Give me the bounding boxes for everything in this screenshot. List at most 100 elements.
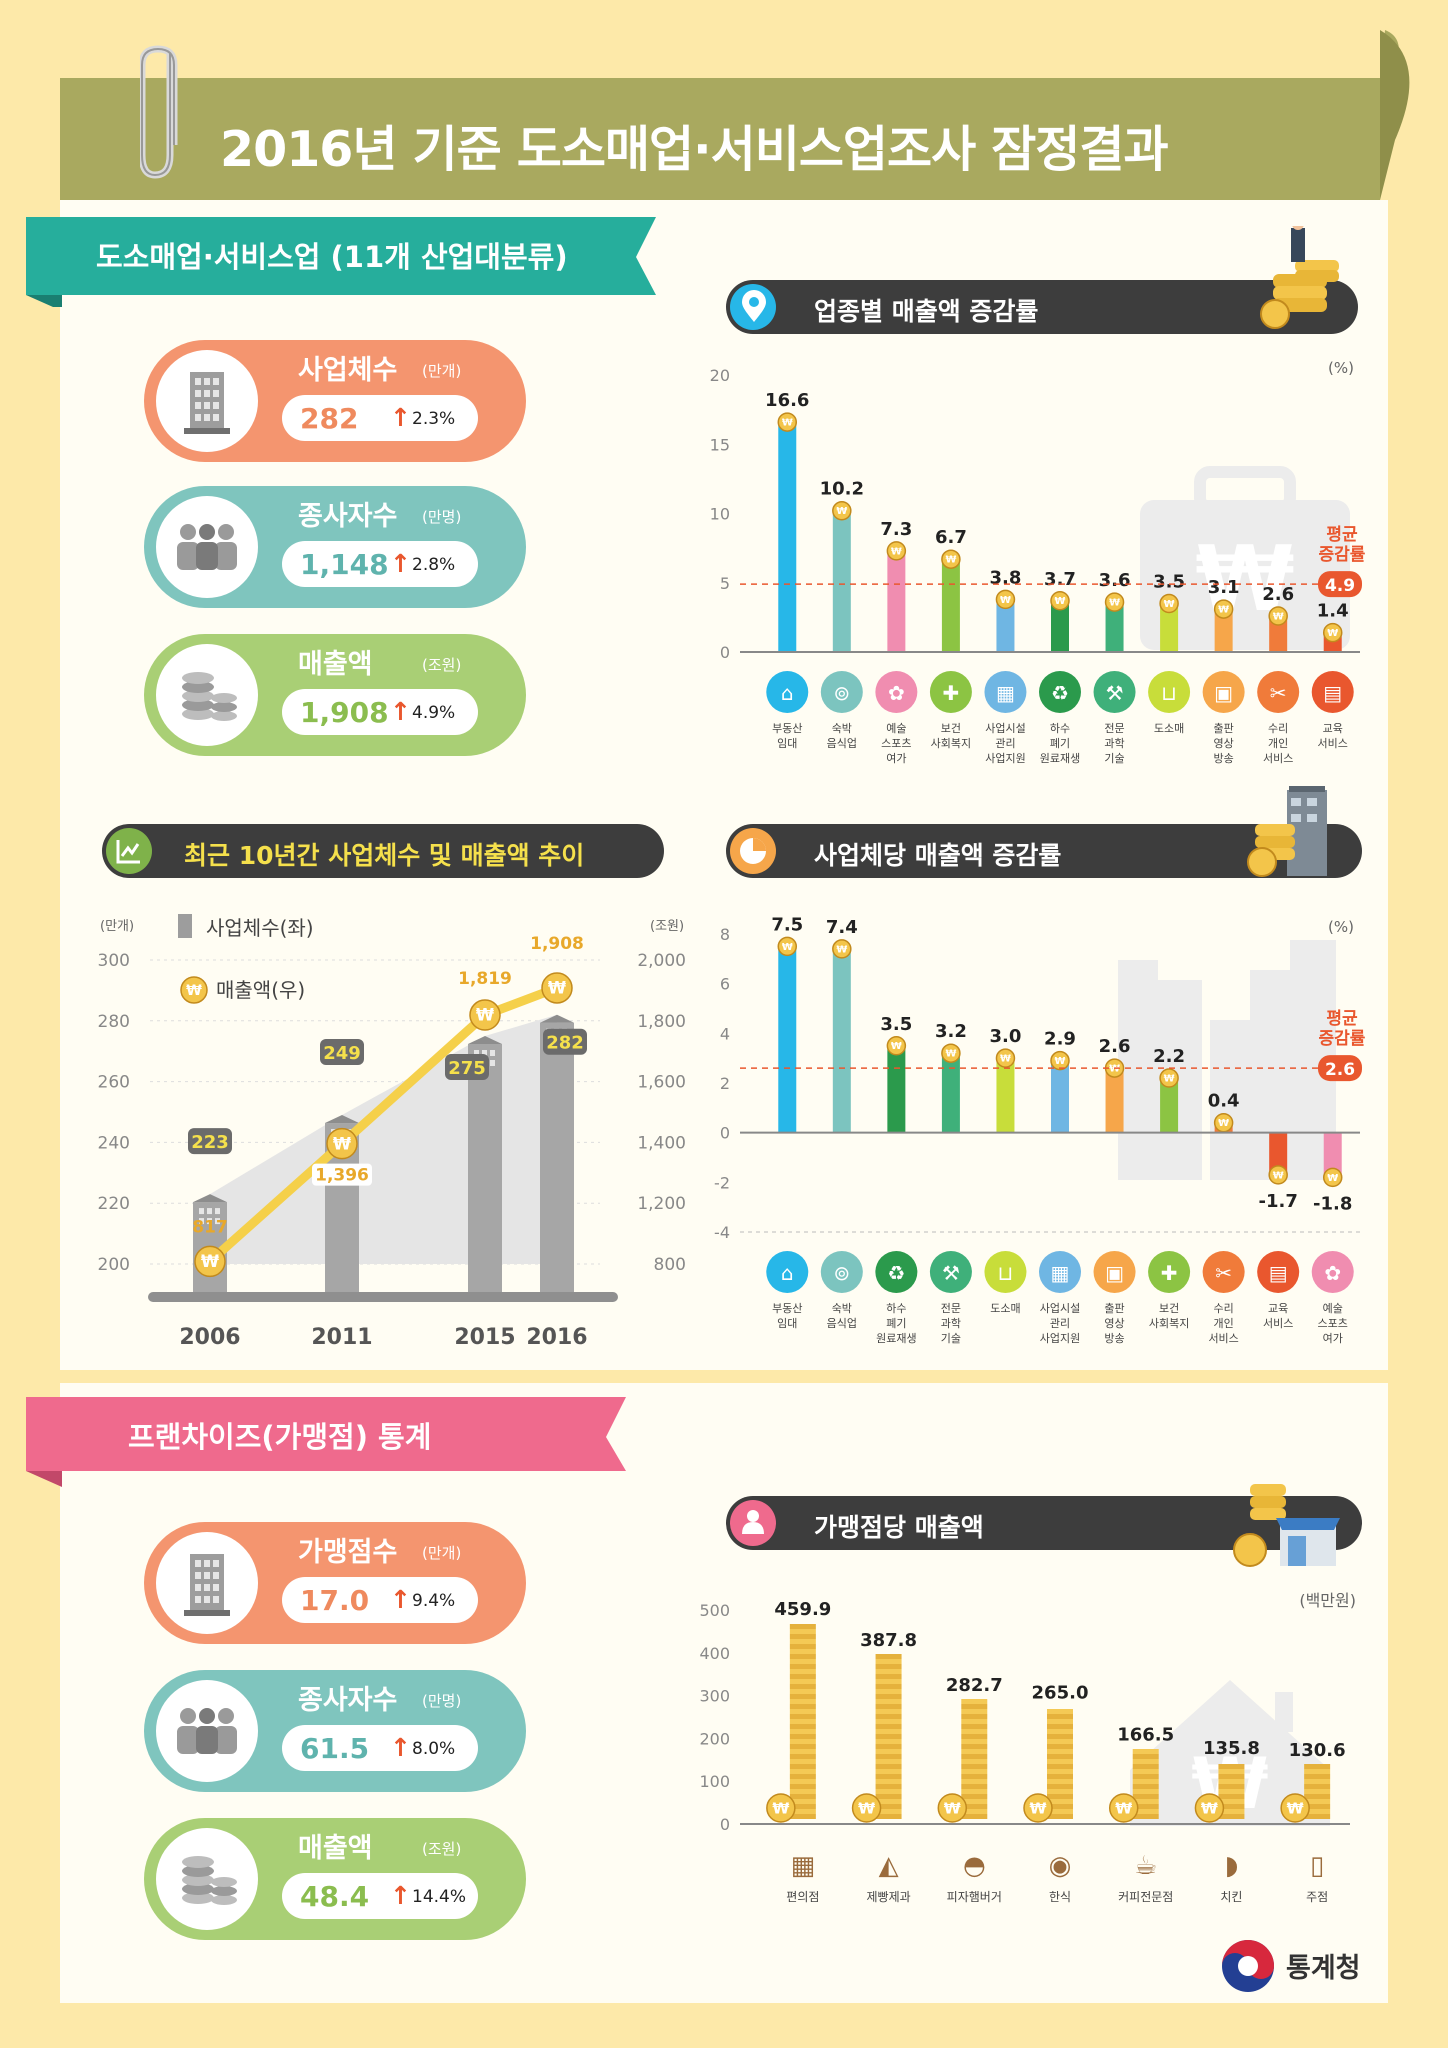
data-label: 282.7 [946, 1675, 1003, 1696]
category-icon [1257, 1251, 1300, 1293]
count-callout [543, 1028, 587, 1055]
data-label: 387.8 [860, 1630, 917, 1651]
data-label: 3.2 [935, 1021, 967, 1042]
kpi-change: 2.3% [412, 409, 456, 429]
bar [778, 946, 797, 1133]
x-tick-label: 교육 [1323, 722, 1343, 735]
y-left-tick-label: 240 [98, 1133, 130, 1153]
svg-text:₩: ₩ [945, 555, 956, 566]
kpi-label: 가맹점수 [298, 1537, 398, 1568]
unit-label: (%) [1328, 360, 1354, 377]
y-tick-label: -2 [714, 1173, 730, 1192]
building-window [474, 1050, 479, 1056]
data-label: 0.4 [1208, 1091, 1240, 1112]
average-label: 증감률 [1319, 1029, 1366, 1049]
paperclip-icon [140, 45, 178, 179]
building-roof [193, 1194, 227, 1203]
x-tick-label: 스포츠 [881, 737, 911, 750]
x-tick-label: 2015 [454, 1325, 515, 1350]
x-tick-label: 2016 [526, 1325, 587, 1350]
beer-icon: ▯ [1310, 1851, 1324, 1881]
data-label: 3.0 [990, 1026, 1022, 1047]
coin-stack-bar [1218, 1764, 1245, 1819]
x-tick-label: 과학 [1104, 737, 1124, 750]
coins-store-icon [1233, 1484, 1340, 1567]
category-icon-glyph: ⊚ [833, 1261, 850, 1285]
x-tick-label: 임대 [777, 1317, 797, 1330]
average-label: 평균 [1326, 525, 1358, 545]
x-tick-label: 사업지원 [985, 752, 1025, 765]
won-coin-icon: ₩ [1268, 606, 1288, 626]
won-coin-icon: ₩ [851, 1793, 882, 1823]
building-window [207, 1218, 212, 1225]
svg-text:₩: ₩ [1055, 596, 1066, 607]
legend-building-icon [178, 914, 192, 938]
category-icon [1148, 671, 1191, 713]
x-tick-label: 하수 [886, 1301, 906, 1315]
x-tick-label: 2011 [311, 1325, 372, 1350]
revenue-label: 1,908 [530, 934, 584, 954]
x-tick-label: 편의점 [786, 1890, 819, 1904]
bar [1269, 1132, 1288, 1175]
svg-text:₩: ₩ [1273, 1170, 1284, 1181]
svg-text:₩: ₩ [945, 1049, 956, 1060]
x-tick-label: 폐기 [886, 1317, 906, 1330]
y-tick-label: 200 [699, 1729, 730, 1748]
up-arrow-icon: ↑ [390, 1585, 411, 1614]
section2-banner-shape [26, 1397, 626, 1487]
average-value: 4.9 [1325, 576, 1355, 596]
svg-text:₩: ₩ [1201, 1799, 1218, 1817]
data-label: 7.5 [771, 914, 803, 935]
x-tick-label: 숙박 [832, 722, 852, 735]
data-label: 7.3 [880, 519, 912, 540]
average-badge [1318, 1055, 1362, 1082]
coin-stack-bar [875, 1654, 902, 1819]
won-coin-icon: ₩ [1159, 1068, 1179, 1088]
x-tick-label: 임대 [777, 737, 797, 750]
category-icon [820, 1251, 863, 1293]
category-icon [929, 1251, 972, 1293]
building-roof [325, 1115, 359, 1124]
category-icon [1202, 671, 1245, 713]
up-arrow-icon: ↑ [390, 1881, 411, 1910]
bar [1160, 1078, 1179, 1133]
data-label: 6.7 [935, 527, 967, 548]
data-label: 265.0 [1032, 1683, 1089, 1704]
won-coin-icon: ₩ [777, 936, 798, 957]
svg-text:₩: ₩ [891, 1041, 902, 1052]
svg-text:₩: ₩ [1055, 1056, 1066, 1067]
section2-kpi-0: 가맹점수 (만개) 17.0 ↑ 9.4% [144, 1522, 526, 1644]
x-tick-label: 관리 [995, 737, 1015, 750]
chart2-header: 최근 10년간 사업체수 및 매출액 추이 [102, 824, 664, 878]
x-tick-label: 서비스 [1263, 1317, 1293, 1330]
category-icon [1039, 1251, 1081, 1293]
category-icon-glyph: ⊔ [1161, 681, 1177, 705]
kpi-icon-art [184, 372, 230, 434]
bar [832, 948, 851, 1133]
category-icon [1202, 1251, 1245, 1293]
data-label: 459.9 [774, 1599, 831, 1620]
category-icon-glyph: ▤ [1323, 681, 1342, 705]
bar [941, 1053, 960, 1133]
x-tick-label: 폐기 [1050, 737, 1070, 750]
y-left-tick-label: 300 [98, 951, 130, 971]
category-icon-glyph: ⚒ [1106, 681, 1124, 705]
chart2-title: 최근 10년간 사업체수 및 매출액 추이 [184, 841, 585, 870]
category-icon [1148, 1251, 1191, 1293]
y-tick-label: 4 [720, 1024, 730, 1043]
x-tick-label: 치킨 [1220, 1890, 1242, 1904]
kpi-value-box: 1,908 ↑ 4.9% [282, 689, 478, 735]
section1-heading: 도소매업·서비스업 (11개 산업대분류) [96, 240, 568, 274]
bar [941, 559, 960, 652]
building-window [215, 1208, 220, 1215]
svg-text:₩: ₩ [1327, 1173, 1338, 1184]
y-tick-label: 400 [699, 1644, 730, 1663]
svg-text:₩: ₩ [1273, 611, 1284, 622]
data-label: 10.2 [820, 479, 864, 500]
category-icon-glyph: ✿ [888, 681, 905, 705]
coin-stack-bar [961, 1699, 988, 1819]
svg-text:₩: ₩ [186, 983, 202, 999]
x-tick-label: 기술 [941, 1332, 961, 1345]
category-icon [1093, 1251, 1136, 1293]
x-tick-label: 출판 [1104, 1302, 1124, 1315]
